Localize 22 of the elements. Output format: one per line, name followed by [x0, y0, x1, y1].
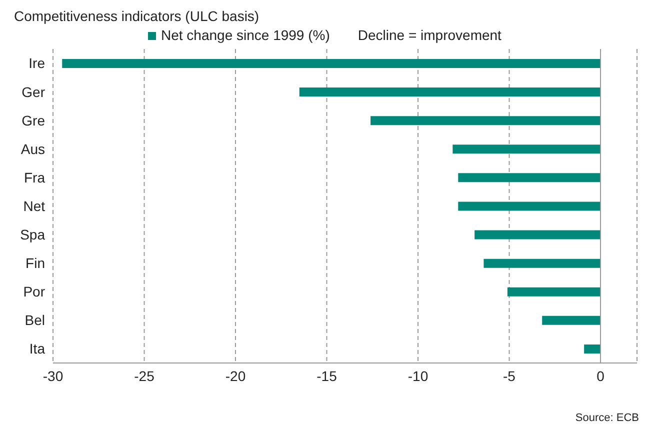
y-tick-label: Fin: [26, 255, 45, 272]
source-note: Source: ECB: [575, 412, 639, 424]
y-tick-label: Spa: [20, 226, 46, 243]
y-tick-label: Por: [23, 284, 46, 300]
y-tick-label: Ire: [28, 55, 46, 72]
y-tick-label: Bel: [24, 312, 45, 328]
text: Decline = improvement: [358, 27, 502, 43]
y-tick-label: Fra: [24, 169, 46, 186]
x-tick-label: -15: [316, 368, 338, 384]
legend-label: Net change since 1999 (%): [160, 27, 330, 43]
x-tick-label: -5: [503, 368, 516, 384]
x-tick-label: -10: [408, 368, 428, 384]
y-tick-label: Ita: [29, 340, 46, 357]
y-tick-label: Aus: [20, 140, 45, 157]
chart-title: Competitiveness indicators (ULC basis): [14, 8, 260, 24]
y-tick-label: Gre: [22, 112, 46, 128]
y-tick-label: Ger: [22, 84, 46, 100]
x-tick-label: -20: [225, 368, 246, 384]
x-tick-label: -25: [134, 368, 155, 384]
x-tick-label: -30: [42, 368, 64, 384]
x-tick-label: 0: [596, 368, 605, 384]
y-tick-label: Net: [23, 198, 46, 214]
